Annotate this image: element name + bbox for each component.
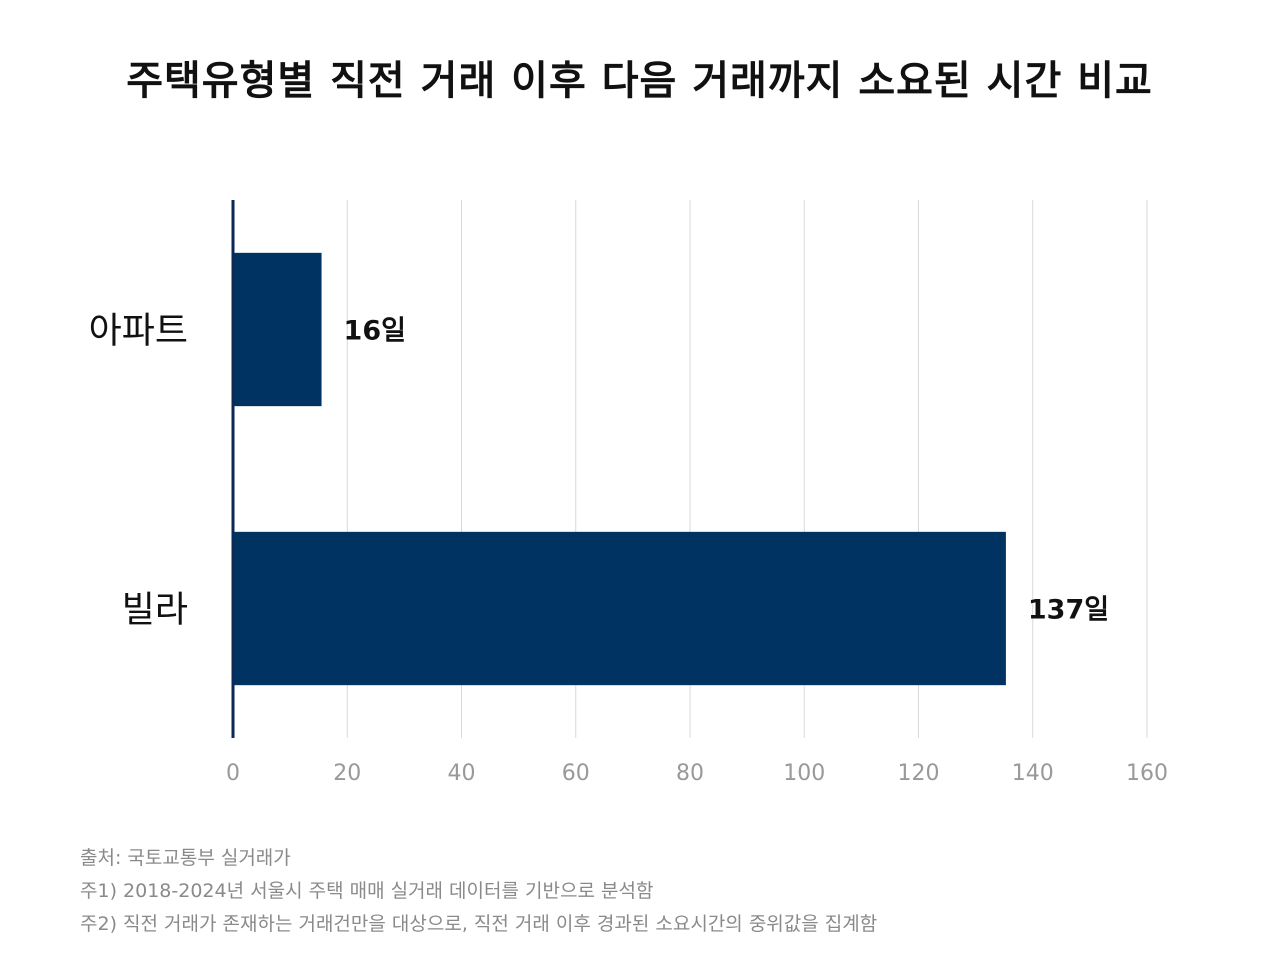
x-tick-labels: 0 20 40 60 80 100 120 140 160 bbox=[226, 761, 1168, 786]
bar bbox=[233, 531, 1006, 686]
x-tick-label: 80 bbox=[676, 761, 704, 786]
footnotes: 출처: 국토교통부 실거래가 주1) 2018-2024년 서울시 주택 매매 … bbox=[80, 842, 877, 941]
x-tick-label: 120 bbox=[898, 761, 940, 786]
x-tick-label: 40 bbox=[448, 761, 476, 786]
x-tick-label: 160 bbox=[1126, 761, 1168, 786]
data-label: 16일 bbox=[344, 316, 406, 347]
footnote-1: 주1) 2018-2024년 서울시 주택 매매 실거래 데이터를 기반으로 분… bbox=[80, 880, 654, 902]
x-tick-label: 100 bbox=[783, 761, 825, 786]
x-tick-label: 140 bbox=[1012, 761, 1054, 786]
bars bbox=[233, 252, 1006, 686]
data-label: 137일 bbox=[1028, 595, 1109, 626]
category-label: 빌라 bbox=[122, 590, 188, 631]
source-note: 출처: 국토교통부 실거래가 bbox=[80, 847, 291, 869]
gridlines bbox=[346, 200, 1148, 738]
x-tick-label: 60 bbox=[562, 761, 590, 786]
bar bbox=[233, 252, 322, 407]
x-tick-label: 0 bbox=[226, 761, 240, 786]
category-label: 아파트 bbox=[89, 311, 188, 352]
footnote-2: 주2) 직전 거래가 존재하는 거래건만을 대상으로, 직전 거래 이후 경과된… bbox=[80, 913, 878, 935]
chart-title: 주택유형별 직전 거래 이후 다음 거래까지 소요된 시간 비교 bbox=[126, 58, 1153, 104]
x-tick-label: 20 bbox=[333, 761, 361, 786]
data-labels: 16일 137일 bbox=[344, 316, 1110, 626]
